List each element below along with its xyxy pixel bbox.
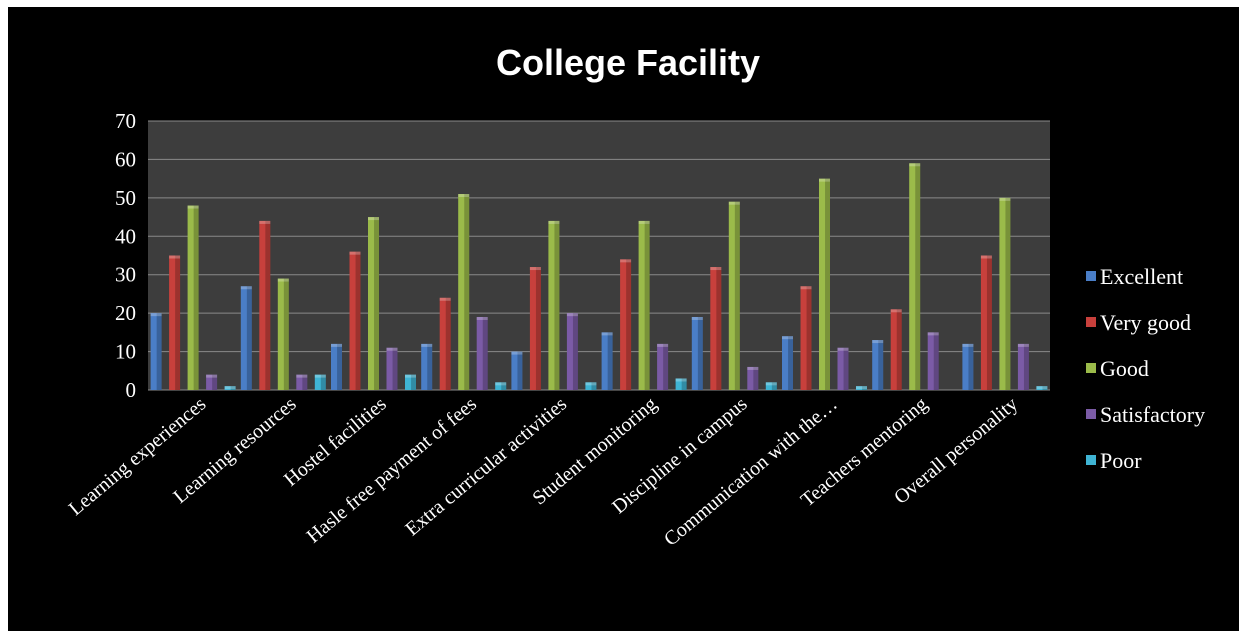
bar (277, 278, 289, 390)
bar (890, 309, 902, 390)
bar (728, 201, 740, 390)
legend-label: Good (1100, 356, 1149, 381)
bar (638, 220, 650, 390)
bar (150, 313, 162, 390)
bar (187, 205, 199, 390)
bar-chart: College Facility 0 10 20 30 40 50 60 70 Learnin… (65, 42, 1205, 551)
bar (601, 332, 613, 390)
bar (927, 332, 939, 390)
bar (548, 220, 560, 390)
bar (782, 336, 793, 390)
bars (150, 163, 1048, 390)
bar (980, 255, 992, 390)
bar (206, 374, 218, 390)
bar (710, 267, 722, 390)
bar (747, 366, 759, 390)
legend-swatch (1086, 409, 1096, 419)
legend-label: Excellent (1100, 264, 1183, 289)
bar (386, 347, 398, 390)
bar (872, 340, 884, 390)
bar (259, 220, 271, 390)
y-axis-tick-labels: 0 10 20 30 40 50 60 70 (115, 109, 136, 402)
bar (296, 374, 308, 390)
bar (439, 297, 451, 390)
y-tick-label: 10 (115, 340, 136, 364)
legend: Excellent Very good Good Satisfactory Poor (1086, 264, 1205, 473)
bar (169, 255, 181, 390)
y-tick-label: 0 (126, 378, 137, 402)
bar (909, 163, 921, 390)
bar (511, 351, 523, 390)
legend-label: Satisfactory (1100, 402, 1205, 427)
bar (1036, 386, 1048, 390)
bar (675, 378, 687, 390)
x-category-label: Communication with the… (660, 393, 842, 551)
bar (657, 343, 669, 390)
y-tick-label: 30 (115, 263, 136, 287)
bar (962, 343, 974, 390)
legend-item: Good (1086, 356, 1149, 381)
legend-label: Poor (1100, 448, 1142, 473)
y-tick-label: 50 (115, 186, 136, 210)
bar (405, 374, 416, 390)
bar (349, 251, 361, 390)
bar (1017, 343, 1029, 390)
legend-item: Poor (1086, 448, 1142, 473)
y-tick-label: 70 (115, 109, 136, 133)
bar (999, 197, 1011, 390)
bar (476, 316, 488, 390)
bar (765, 382, 777, 390)
x-category-label: Hasle free payment of fees (303, 393, 481, 548)
legend-swatch (1086, 455, 1096, 465)
bar (856, 386, 867, 390)
bar (331, 343, 342, 390)
bar (240, 286, 252, 390)
chart-frame: College Facility 0 10 20 30 40 50 60 70 Learnin… (8, 7, 1239, 631)
y-tick-label: 20 (115, 301, 136, 325)
bar (620, 259, 632, 390)
legend-swatch (1086, 271, 1096, 281)
x-category-label: Extra curricular activities (401, 393, 571, 541)
bar (421, 343, 433, 390)
bar (495, 382, 507, 390)
y-tick-label: 60 (115, 147, 136, 171)
legend-item: Excellent (1086, 264, 1183, 289)
bar (314, 374, 326, 390)
bar (566, 313, 578, 390)
y-tick-label: 40 (115, 224, 136, 248)
legend-item: Very good (1086, 310, 1191, 335)
bar (224, 386, 236, 390)
bar (529, 267, 541, 390)
legend-swatch (1086, 363, 1096, 373)
chart-title: College Facility (496, 42, 760, 83)
bar (800, 286, 812, 390)
bar (368, 217, 379, 390)
legend-item: Satisfactory (1086, 402, 1205, 427)
bar (458, 194, 470, 390)
bar (585, 382, 597, 390)
legend-swatch (1086, 317, 1096, 327)
bar (837, 347, 849, 390)
legend-label: Very good (1100, 310, 1191, 335)
bar (691, 316, 703, 390)
bar (819, 178, 830, 390)
